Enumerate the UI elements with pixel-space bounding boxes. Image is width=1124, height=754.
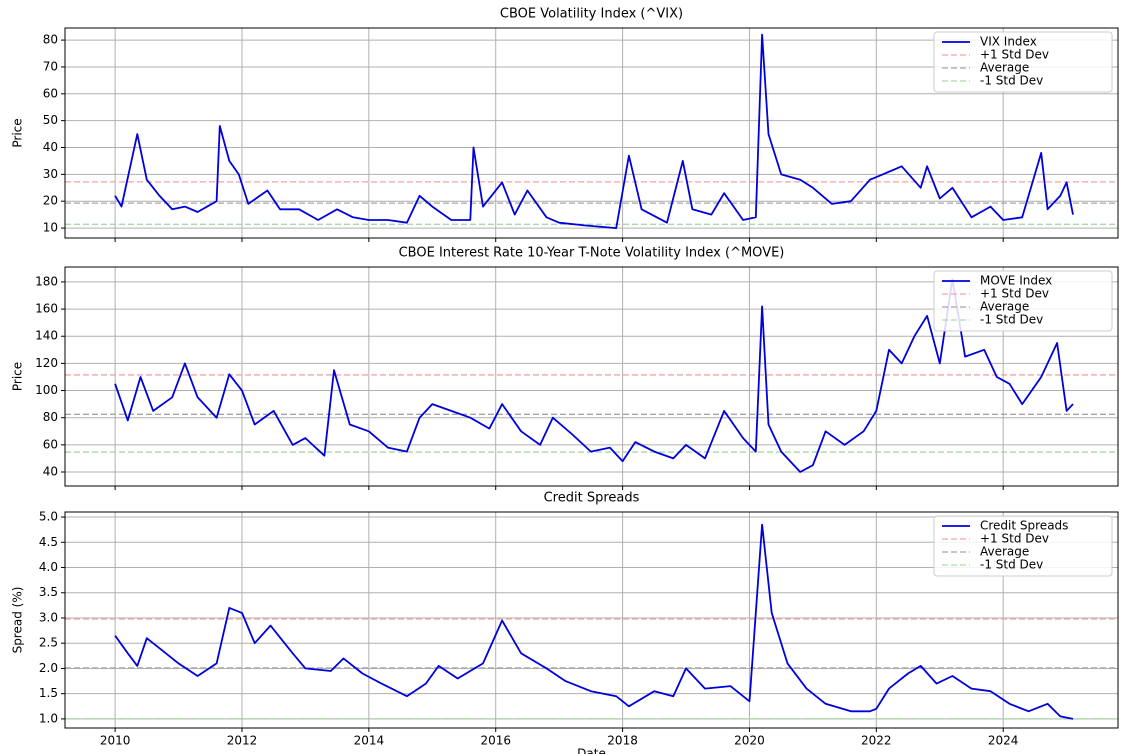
chart-title: CBOE Interest Rate 10-Year T-Note Volati… [399,246,785,261]
y-tick-label: 3.5 [39,585,58,599]
x-tick-label: 2018 [607,734,638,748]
y-tick-label: 50 [43,113,58,127]
y-tick-label: 80 [43,410,58,424]
y-tick-label: 60 [43,86,58,100]
legend-label: Average [980,61,1029,75]
y-tick-label: 100 [35,383,58,397]
subplot: 40 60 80 100 120 140 160 180 CBOE Interest Rate … [11,246,1119,490]
data-line [114,278,1074,473]
legend-label: +1 Std Dev [980,532,1049,546]
chart-title: Credit Spreads [544,491,640,506]
y-tick-label: 60 [43,437,58,451]
y-tick-label: 40 [43,465,58,479]
legend-label: +1 Std Dev [980,287,1049,301]
legend-label: -1 Std Dev [980,74,1043,88]
x-tick-label: 2022 [861,734,892,748]
legend-label: Credit Spreads [980,519,1068,533]
x-tick-label: 2014 [354,734,385,748]
axes-frame [64,511,1119,729]
y-tick-label: 30 [43,167,58,181]
y-tick-label: 180 [35,274,58,288]
axes-frame [64,266,1119,487]
legend-label: +1 Std Dev [980,48,1049,62]
y-tick-label: 1.0 [39,711,58,725]
subplot: 2010 2012 2014 2016 2018 2020 2022 2024 1.0 1.5 2.… [11,491,1119,754]
y-tick-label: 5.0 [39,510,58,524]
legend-label: Average [980,545,1029,559]
y-tick-label: 140 [35,329,58,343]
subplot: 10 20 30 40 50 60 70 80 CBOE Volatility Index (^… [11,7,1119,242]
y-tick-label: 70 [43,59,58,73]
y-axis-label: Price [11,118,25,147]
data-line [114,33,1074,229]
x-tick-label: 2012 [227,734,258,748]
chart-title: CBOE Volatility Index (^VIX) [500,7,683,22]
y-tick-label: 120 [35,356,58,370]
legend-box [933,515,1113,577]
y-axis-label: Price [11,362,25,391]
legend-label: MOVE Index [980,274,1052,288]
y-tick-label: 10 [43,221,58,235]
legend-label: Average [980,300,1029,314]
axes-frame [64,27,1119,239]
y-tick-label: 4.5 [39,535,58,549]
legend-label: VIX Index [980,35,1037,49]
legend-box [933,31,1113,93]
data-line [114,523,1074,720]
legend-label: -1 Std Dev [980,558,1043,572]
legend-box [933,270,1113,332]
y-axis-label: Spread (%) [11,587,25,654]
y-tick-label: 20 [43,194,58,208]
x-tick-label: 2024 [988,734,1019,748]
y-tick-label: 1.5 [39,686,58,700]
y-tick-label: 3.0 [39,610,58,624]
y-tick-label: 2.5 [39,636,58,650]
y-tick-label: 2.0 [39,661,58,675]
legend-label: -1 Std Dev [980,313,1043,327]
x-axis-label: Date [577,747,606,754]
y-tick-label: 40 [43,140,58,154]
y-tick-label: 160 [35,302,58,316]
y-tick-label: 4.0 [39,560,58,574]
x-tick-label: 2020 [734,734,765,748]
y-tick-label: 80 [43,33,58,47]
x-tick-label: 2010 [100,734,131,748]
x-tick-label: 2016 [480,734,511,748]
